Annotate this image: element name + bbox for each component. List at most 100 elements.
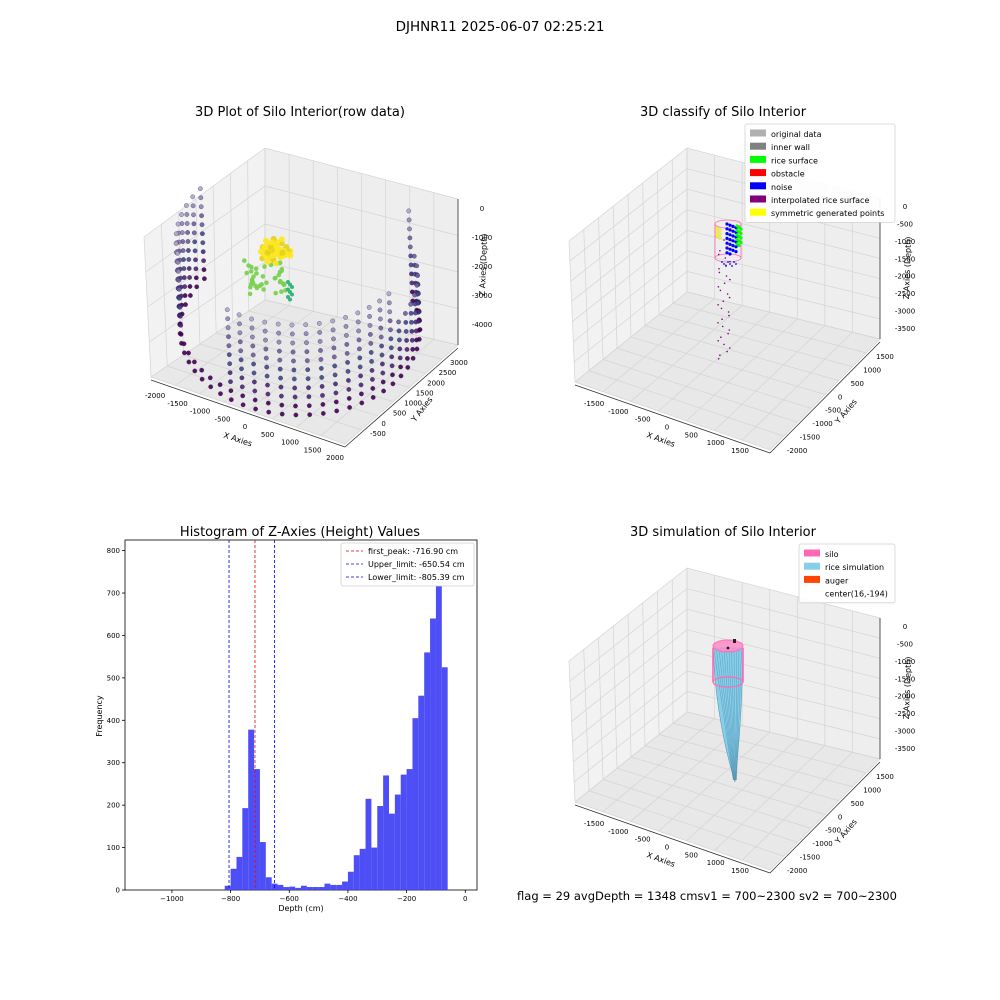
legend-label: noise [771,183,792,192]
wall-grid-line [671,159,674,304]
scatter-point [267,244,274,251]
legend-label: interpolated rice surface [771,196,869,205]
scatter-point [717,286,720,288]
rice-surface-mesh-line [721,649,735,781]
scatter-point [200,249,206,255]
scatter-point [370,386,376,391]
scatter-point [188,293,193,298]
scatter-point [187,275,192,280]
scatter-point [727,311,730,313]
scatter-point [249,264,254,270]
z-grid-line [572,229,881,322]
y-tick-label: 1500 [876,353,894,361]
scatter-point [725,275,728,277]
scatter-point [279,289,284,295]
scatter-point [278,384,284,390]
scatter-point [390,372,395,378]
scatter-point [237,339,243,345]
floor-grid-line [644,745,839,801]
y-tick-label: 200 [107,802,120,810]
scatter-point [404,347,410,352]
scatter-point [343,324,349,329]
scatter-point [356,337,362,343]
scatter-point [254,271,259,276]
z-tick-label: -1000 [895,238,915,246]
scatter-point [249,325,255,331]
floor-grid-line [658,734,853,788]
scatter-point [725,265,727,267]
scatter-point [192,248,198,254]
histogram-legend [340,542,475,587]
scatter-point [725,222,729,226]
z-tick-label: -2000 [895,693,915,701]
scatter-point [406,208,412,214]
legend-swatch [750,208,766,216]
floor-grid-line [672,302,867,354]
z-grid-line [574,711,881,803]
scatter-point [290,292,294,297]
scatter-point [720,336,722,339]
scatter-point [719,354,721,357]
scatter-point [370,377,375,382]
scatter-point [320,402,326,407]
z-tick-label: 0 [903,203,907,211]
panel-classify-3d: 3D classify of Silo Interior -1500-1000-… [568,105,915,455]
scatter-point [186,350,191,356]
scatter-point [186,359,192,365]
scatter-point [240,402,246,408]
scatter-point [381,388,386,394]
x-tick-label: -2000 [145,392,165,400]
scatter-point [403,320,409,325]
scatter-point [303,331,309,337]
scatter-point [739,236,743,240]
floor-grid-line [216,332,410,388]
scatter-point [242,258,247,263]
scatter-point [356,328,361,334]
y-tick-label: 2000 [427,379,445,387]
z-tick-label: -2000 [895,273,915,281]
wall-grid-line [583,229,590,371]
legend-swatch [804,549,820,557]
histogram-bar [365,798,372,890]
z-tick-label: 0 [480,205,484,213]
scatter-point [318,357,324,362]
x-tick-label: 1500 [731,447,749,455]
scatter-point [404,338,409,343]
y-axis-line [344,347,459,448]
legend-label: Lower_limit: -805.39 cm [368,573,465,582]
y-tick-label: 700 [107,590,120,598]
scatter-point [261,244,268,251]
scatter-point [252,379,257,385]
scatter-point [409,319,414,325]
y-tick-label: -2000 [787,447,807,455]
z-tick-label: -500 [897,220,913,228]
y-tick-label: 500 [851,380,864,388]
scatter-point [226,343,232,349]
z-grid-line [143,147,459,238]
scatter-point [265,391,271,397]
z-tick-label: -500 [897,640,913,648]
scatter-point [728,296,731,299]
y-tick-label: 500 [851,800,864,808]
scatter-point [366,305,372,310]
z-axis-label: Z Axies (Depth) [902,656,913,719]
scatter-point [199,213,204,219]
scatter-point [411,253,417,259]
scatter-point [331,336,336,342]
scatter-point [263,237,269,244]
floor-grid-line [672,722,867,774]
scatter-point [191,212,196,218]
scatter-point [228,397,234,403]
scatter-point [291,376,297,382]
legend-label: original data [771,130,822,139]
y-tick-label: 500 [107,674,120,682]
histogram-bar [441,667,448,890]
scatter-point [184,203,189,208]
floor-grid-line [602,779,798,843]
scatter-point [731,229,735,233]
scatter-point [194,284,200,290]
scatter-point [397,355,403,361]
legend-label: center(16,-194) [825,590,888,599]
x-tick-label: -500 [215,415,231,423]
scatter-point [410,346,416,352]
